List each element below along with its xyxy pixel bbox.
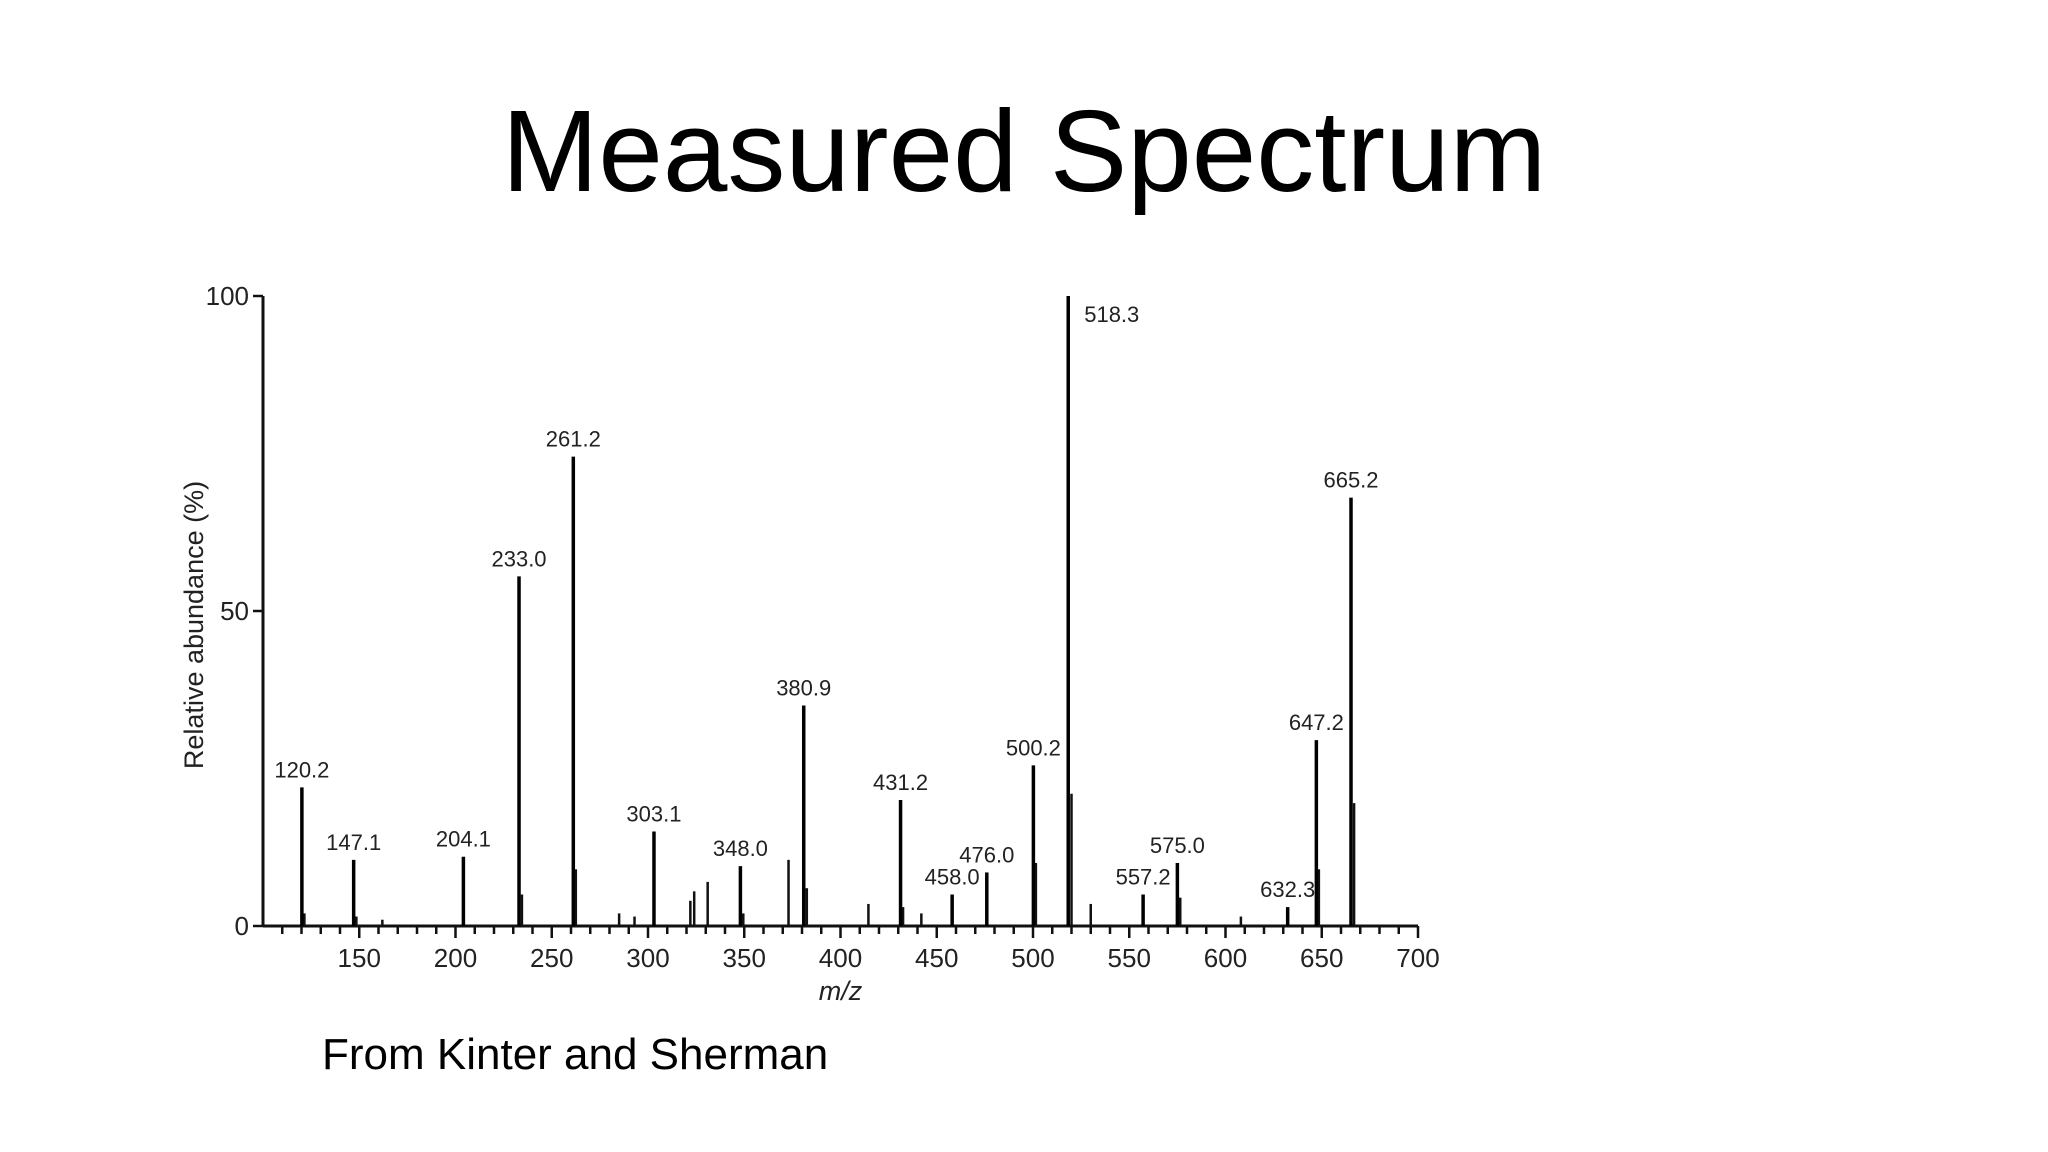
peak-label: 204.1 bbox=[436, 827, 491, 852]
peak-label: 147.1 bbox=[326, 830, 381, 855]
x-axis-title: m/z bbox=[819, 976, 863, 1006]
peak-label: 518.3 bbox=[1084, 302, 1139, 327]
y-tick-label: 100 bbox=[206, 281, 249, 311]
peak-label: 557.2 bbox=[1116, 865, 1171, 890]
y-tick-label: 0 bbox=[235, 911, 249, 941]
slide-title: Measured Spectrum bbox=[501, 86, 1547, 216]
source-credit: From Kinter and Sherman bbox=[322, 1030, 829, 1079]
x-tick-label: 400 bbox=[819, 943, 862, 973]
x-tick-label: 450 bbox=[915, 943, 958, 973]
peak-label: 476.0 bbox=[959, 842, 1014, 867]
chart-axes: 0 50 100 150 200 250 300 350 400 450 500 550 600 650 7… bbox=[179, 281, 1440, 1006]
y-axis-title: Relative abundance (%) bbox=[179, 481, 209, 769]
peak-label: 575.0 bbox=[1150, 833, 1205, 858]
peak-label: 431.2 bbox=[873, 770, 928, 795]
chart-peaks bbox=[300, 296, 1356, 926]
x-tick-label: 600 bbox=[1204, 943, 1247, 973]
chart-peak-labels: 120.2 147.1 204.1 233.0 261.2 303.1 348.0 380.9… bbox=[274, 302, 1378, 902]
peak-label: 261.2 bbox=[546, 427, 601, 452]
x-tick-label: 700 bbox=[1396, 943, 1439, 973]
peak-label: 632.3 bbox=[1260, 877, 1315, 902]
x-tick-label: 300 bbox=[626, 943, 669, 973]
peak-label: 665.2 bbox=[1323, 468, 1378, 493]
peak-label: 233.0 bbox=[491, 546, 546, 571]
peak-label: 647.2 bbox=[1289, 710, 1344, 735]
peak-label: 458.0 bbox=[925, 865, 980, 890]
x-tick-label: 350 bbox=[723, 943, 766, 973]
x-tick-label: 200 bbox=[434, 943, 477, 973]
x-tick-label: 500 bbox=[1011, 943, 1054, 973]
y-tick-label: 50 bbox=[220, 596, 249, 626]
peak-label: 380.9 bbox=[776, 676, 831, 701]
peak-label: 120.2 bbox=[274, 757, 329, 782]
x-tick-label: 250 bbox=[530, 943, 573, 973]
peak-label: 303.1 bbox=[626, 802, 681, 827]
peak-label: 500.2 bbox=[1006, 735, 1061, 760]
x-tick-label: 150 bbox=[338, 943, 381, 973]
peak-label: 348.0 bbox=[713, 836, 768, 861]
x-tick-label: 650 bbox=[1300, 943, 1343, 973]
x-tick-label: 550 bbox=[1108, 943, 1151, 973]
